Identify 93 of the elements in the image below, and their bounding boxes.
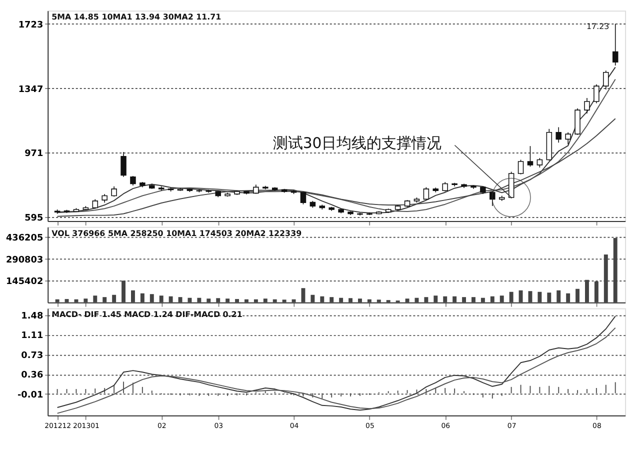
y-tick-label: 145402 [6,277,44,288]
bar [64,299,69,302]
chart-title: 5MA 14.85 10MA1 13.94 30MA2 11.71 [52,12,222,22]
bar [159,296,164,302]
y-tick-label: 0.73 [21,351,44,362]
bar [282,300,286,302]
bar [472,297,476,302]
candlestick [423,186,430,200]
candlestick [603,70,609,90]
candlestick [536,158,543,168]
bar [130,290,135,302]
bar [443,296,448,302]
candlestick [120,152,126,178]
line-series [56,118,616,217]
bar [272,299,277,302]
bar [509,292,514,302]
candlestick [584,98,590,114]
annotation: 17.23 [586,22,610,32]
bar [490,296,494,302]
candlestick [508,171,514,199]
bar [93,296,98,302]
candlestick [556,126,562,144]
bar [424,297,428,302]
chart-title: MACD- DIF 1.45 MACD 1.24 DIF-MACD 0.21 [52,310,242,320]
bar [216,298,220,302]
bar [547,292,552,302]
y-tick-label: 971 [24,149,44,160]
bar [263,298,268,302]
bar [566,293,570,302]
bar [112,294,116,302]
y-tick-label: 290803 [6,255,44,266]
bar [301,288,306,302]
y-tick-label: 1.48 [21,312,44,322]
candlestick [594,84,600,104]
bar [178,297,182,302]
bar [292,299,296,302]
y-tick-label: 595 [24,214,44,224]
bar [235,299,240,302]
bar [604,254,608,302]
bar [226,298,230,302]
y-tick-label: 1.11 [21,331,44,342]
y-tick-label: 1723 [18,20,44,30]
bar [538,292,542,302]
candlestick [442,182,448,192]
bar [206,298,211,302]
bar [122,280,126,302]
y-tick-label: 1347 [18,84,44,95]
candlestick [111,186,117,198]
bar [74,299,78,302]
candlestick [518,159,524,175]
bar [585,280,589,302]
candlestick [300,192,306,205]
annotation: 测试30日均线的支撑情况 [272,134,442,152]
bar [310,294,315,302]
bar [140,293,144,302]
bar [254,299,258,302]
candlestick [130,176,136,186]
chart-title: VOL 376966 5MA 258250 10MA1 174503 20MA2 122339 [52,228,302,238]
y-tick-label: 436205 [6,234,44,244]
bar [330,297,334,302]
bar [376,300,381,302]
bar [367,299,372,302]
bar [462,297,466,302]
bar [244,299,248,302]
bar [197,298,202,302]
bar [613,238,618,302]
bar [339,298,344,302]
bar [528,291,532,302]
bar [348,298,353,302]
bar [405,298,410,302]
bar [500,296,504,302]
candlestick [527,146,534,168]
bar [84,298,88,302]
bar [168,296,173,302]
bar [452,296,457,302]
bar [102,297,107,302]
bar [594,281,598,302]
y-tick-label: -0.01 [17,390,44,400]
bar [358,298,362,302]
candlestick [574,108,580,136]
bar [150,294,154,302]
bar [518,290,523,302]
bar [434,296,438,302]
candlestick [92,198,98,210]
candlestick [565,132,571,145]
bar [55,299,60,302]
candlestick [612,23,618,66]
y-tick-label: 0.36 [21,370,44,381]
bar [320,296,324,302]
bar [556,290,561,302]
bar [188,298,192,302]
bar [576,288,580,302]
bar [480,298,485,302]
